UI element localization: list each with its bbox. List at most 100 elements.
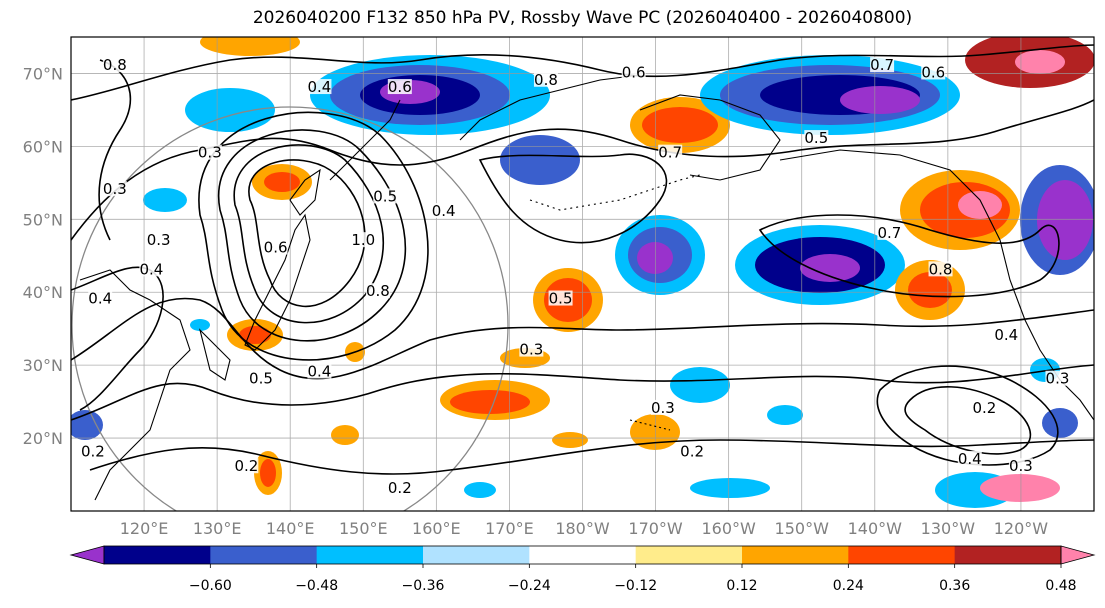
longitude-labels: 120°E 130°E 140°E 150°E 160°E 170°E 180°W 170°W… — [120, 519, 1049, 538]
contour-label-background — [307, 79, 332, 95]
colorbar-labels: −0.60 −0.48 −0.36 −0.24 −0.12 0.12 0.24 0.36 0.4… — [189, 564, 1077, 594]
contour-line — [904, 386, 1032, 455]
contour-label-background — [650, 399, 675, 415]
colorbar-tick-label: −0.60 — [189, 578, 232, 594]
contour-label-background — [994, 326, 1019, 342]
contour-value-label: 0.8 — [103, 56, 127, 74]
colorbar-segment — [635, 546, 743, 564]
contour-label-background — [387, 79, 412, 95]
contour-value-label: 0.5 — [549, 290, 573, 308]
positive-anomaly-region — [980, 474, 1060, 502]
contour-value-label: 0.3 — [103, 180, 127, 198]
contour-value-label: 0.3 — [1046, 370, 1070, 388]
longitude-tick-label: 150°E — [339, 519, 388, 538]
longitude-tick-label: 180°W — [555, 519, 610, 538]
negative-anomaly-region — [670, 367, 730, 403]
contour-value-label: 0.4 — [88, 290, 112, 308]
contour-label-background — [972, 399, 997, 415]
colorbar-segment — [104, 546, 211, 564]
longitude-tick-label: 170°E — [485, 519, 534, 538]
contour-label-background — [351, 232, 376, 248]
colorbar-tick-label: 0.48 — [1045, 578, 1076, 594]
positive-anomaly-region — [1015, 50, 1065, 74]
contour-value-label: 0.5 — [804, 129, 828, 147]
negative-anomaly-region — [840, 86, 920, 114]
colorbar-segment — [210, 546, 318, 564]
negative-anomaly-region — [190, 319, 210, 331]
figure-title: 2026040200 F132 850 hPa PV, Rossby Wave … — [252, 8, 913, 28]
longitude-tick-label: 140°W — [848, 519, 903, 538]
negative-anomaly-region — [637, 242, 673, 274]
longitude-tick-label: 130°W — [921, 519, 976, 538]
pv-shading — [71, 37, 1094, 508]
contour-label-background — [680, 443, 705, 459]
contour-value-label: 0.3 — [198, 144, 222, 162]
map-frame — [70, 36, 1095, 512]
kamchatka-coastline — [329, 99, 401, 181]
negative-anomaly-region — [464, 482, 496, 498]
graticule — [71, 37, 1094, 511]
contour-label-background — [658, 144, 683, 160]
contour-value-label: 1.0 — [351, 231, 375, 249]
contour-line — [71, 297, 1094, 380]
latitude-tick-label: 50°N — [23, 210, 63, 229]
contour-label-background — [877, 224, 902, 240]
longitude-tick-label: 140°E — [266, 519, 315, 538]
positive-anomaly-region — [908, 272, 952, 308]
contour-label-background — [88, 290, 113, 306]
contour-value-label: 0.4 — [432, 202, 456, 220]
pv-contours — [71, 44, 1094, 475]
contour-value-label: 0.6 — [388, 78, 412, 96]
negative-anomaly-region — [767, 405, 803, 425]
contour-line — [198, 111, 429, 361]
contour-value-label: 0.8 — [929, 260, 953, 278]
contour-label-background — [102, 181, 127, 197]
colorbar-tick-label: 0.24 — [833, 578, 864, 594]
longitude-tick-label: 120°W — [994, 519, 1049, 538]
positive-anomaly-region — [200, 37, 300, 56]
negative-anomaly-region — [500, 135, 580, 185]
contour-value-label: 0.2 — [388, 479, 412, 497]
contour-label-background — [533, 71, 558, 87]
contour-label-background — [248, 370, 273, 386]
contour-value-label: 0.5 — [249, 370, 273, 388]
contour-label-background — [804, 130, 829, 146]
contour-label-background — [102, 57, 127, 73]
positive-anomaly-region — [642, 107, 718, 143]
latitude-tick-label: 70°N — [23, 64, 63, 83]
korea-coastline — [198, 328, 231, 381]
contour-label-background — [519, 341, 544, 357]
siberia-coastline — [459, 74, 641, 141]
contour-value-label: 0.3 — [147, 231, 171, 249]
longitude-tick-label: 160°W — [701, 519, 756, 538]
negative-anomaly-region — [1042, 408, 1078, 438]
hawaii-islands — [629, 419, 671, 431]
positive-anomaly-region — [260, 459, 276, 487]
contour-label-background — [431, 203, 456, 219]
colorbar-tick-label: 0.12 — [726, 578, 757, 594]
colorbar-segment — [848, 546, 956, 564]
contour-value-label: 0.3 — [1009, 457, 1033, 475]
colorbar-segment — [423, 546, 530, 564]
colorbar-outline — [103, 545, 1062, 565]
colorbar-segment — [316, 546, 424, 564]
positive-anomaly-region — [958, 191, 1002, 219]
longitude-tick-label: 150°W — [775, 519, 830, 538]
contour-line — [71, 44, 1094, 101]
negative-anomaly-region — [143, 188, 187, 212]
map-content — [71, 37, 1094, 511]
contour-label-background — [365, 283, 390, 299]
contour-label-background — [387, 480, 412, 496]
alaska-coastline — [639, 94, 781, 181]
aleutian-islands — [529, 174, 701, 211]
contour-label-background — [928, 261, 953, 277]
colorbar-lower-extension — [69, 545, 105, 565]
positive-anomaly-region — [264, 172, 300, 192]
contour-value-label: 0.7 — [658, 144, 682, 162]
contour-value-label: 0.2 — [81, 443, 105, 461]
sakhalin-coastline — [289, 168, 321, 216]
contour-value-label: 0.7 — [877, 224, 901, 242]
japan-coastline — [244, 213, 311, 351]
positive-anomaly-region — [331, 425, 359, 445]
